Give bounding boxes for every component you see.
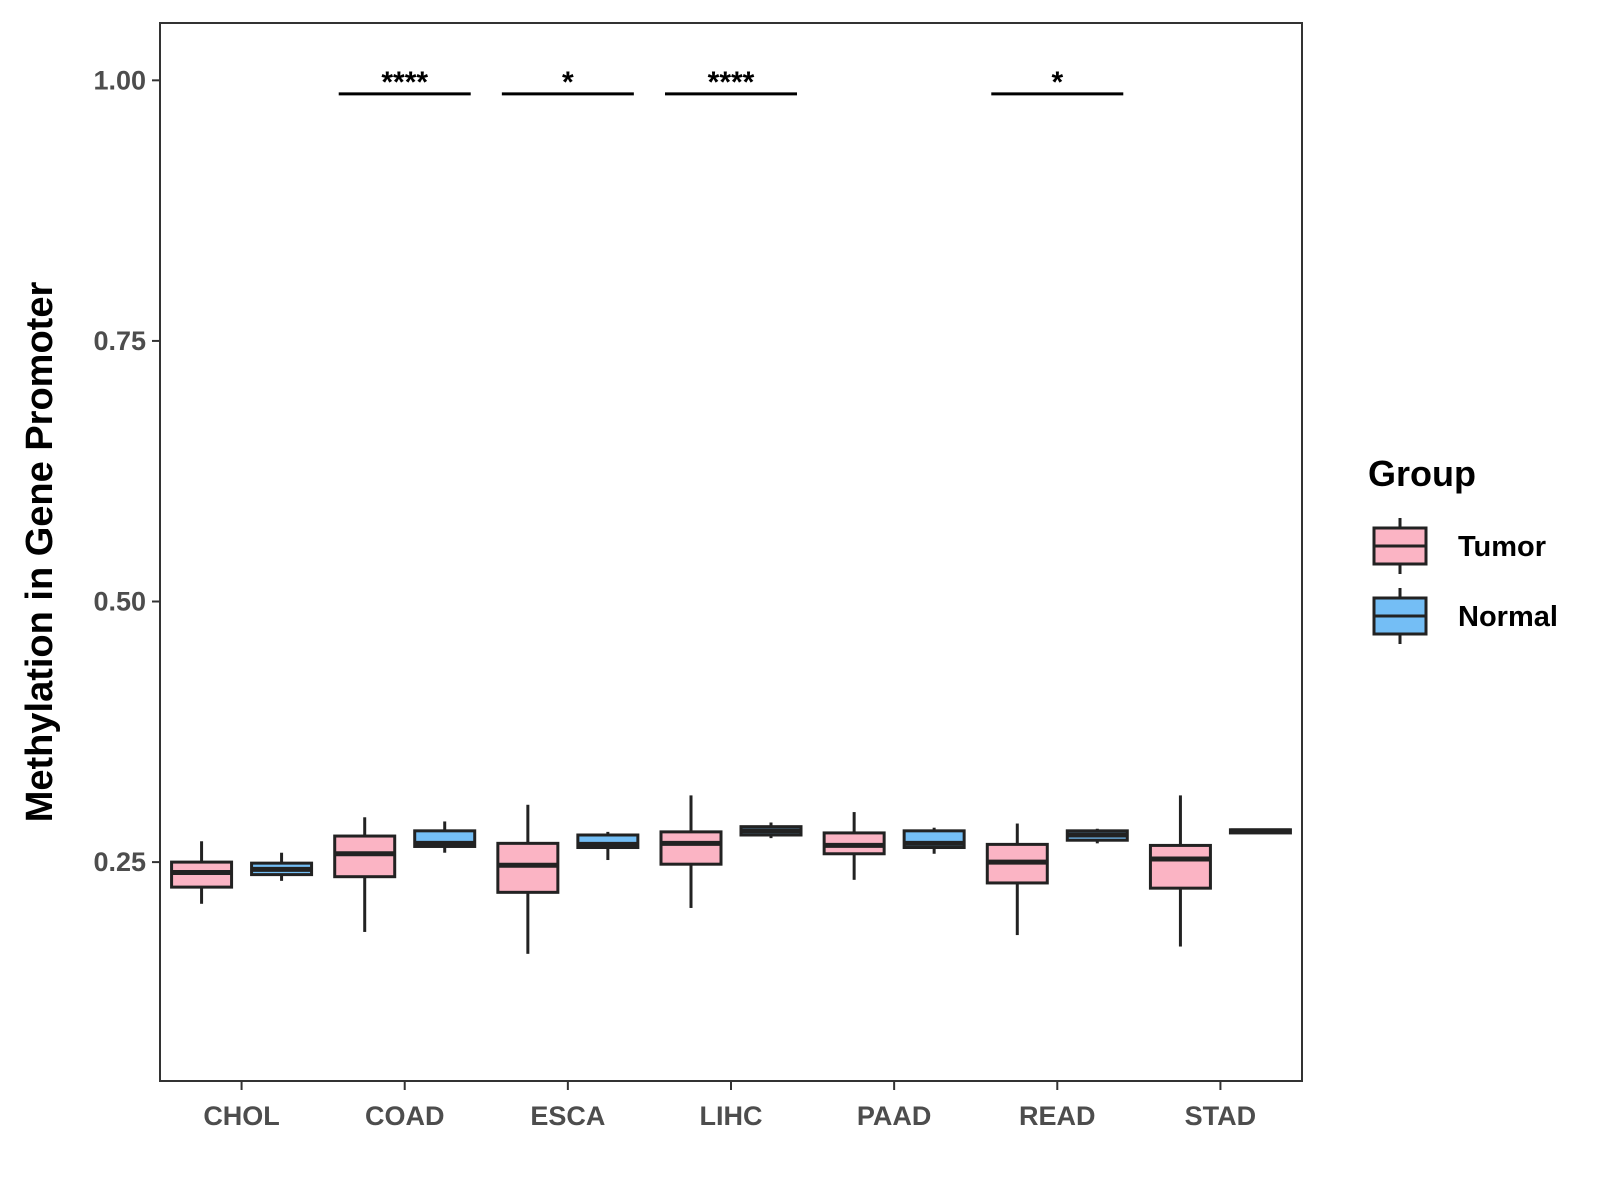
box-normal-chol	[250, 852, 314, 881]
x-axis: CHOL COAD ESCA LIHC PAAD READ STAD	[203, 1081, 1256, 1131]
significance-label: *	[562, 66, 574, 99]
y-tick-label: 1.00	[93, 65, 146, 95]
x-tick-label-esca: ESCA	[530, 1101, 605, 1131]
box-iqr	[659, 830, 723, 866]
box-tumor-read	[985, 823, 1049, 936]
box-iqr	[1148, 843, 1212, 890]
box-normal-lihc	[739, 822, 803, 839]
box-tumor-coad	[333, 817, 397, 932]
y-tick-label: 0.25	[93, 847, 146, 877]
legend: Group Tumor Normal	[1368, 453, 1558, 644]
x-tick-label-coad: COAD	[365, 1101, 445, 1131]
y-tick-label: 0.75	[93, 326, 146, 356]
box-tumor-paad	[822, 812, 886, 880]
box-iqr	[333, 834, 397, 879]
x-tick-label-read: READ	[1019, 1101, 1096, 1131]
legend-label-tumor: Tumor	[1458, 531, 1546, 563]
legend-key-tumor	[1372, 518, 1428, 574]
box-normal-read	[1065, 828, 1129, 844]
x-tick-label-paad: PAAD	[857, 1101, 932, 1131]
box-iqr	[496, 841, 560, 894]
x-tick-label-stad: STAD	[1185, 1101, 1257, 1131]
y-axis: 0.25 0.50 0.75 1.00	[93, 65, 160, 877]
box-normal-stad	[1228, 828, 1292, 835]
box-tumor-esca	[496, 804, 560, 954]
legend-key-normal	[1372, 588, 1428, 644]
box-tumor-stad	[1148, 795, 1212, 947]
box-normal-esca	[576, 831, 640, 861]
significance-annotations: **** * **** *	[338, 66, 1124, 99]
y-axis-title: Methylation in Gene Promoter	[19, 282, 61, 823]
significance-label: ****	[381, 66, 428, 99]
x-tick-label-lihc: LIHC	[700, 1101, 763, 1131]
box-normal-coad	[413, 821, 477, 853]
boxes-layer	[170, 795, 1292, 954]
legend-label-normal: Normal	[1458, 601, 1558, 633]
box-normal-paad	[902, 827, 966, 854]
box-tumor-chol	[170, 841, 234, 904]
significance-label: *	[1051, 66, 1063, 99]
x-tick-label-chol: CHOL	[203, 1101, 280, 1131]
legend-title: Group	[1368, 453, 1476, 494]
significance-label: ****	[708, 66, 755, 99]
y-tick-label: 0.50	[93, 587, 146, 617]
box-tumor-lihc	[659, 795, 723, 908]
